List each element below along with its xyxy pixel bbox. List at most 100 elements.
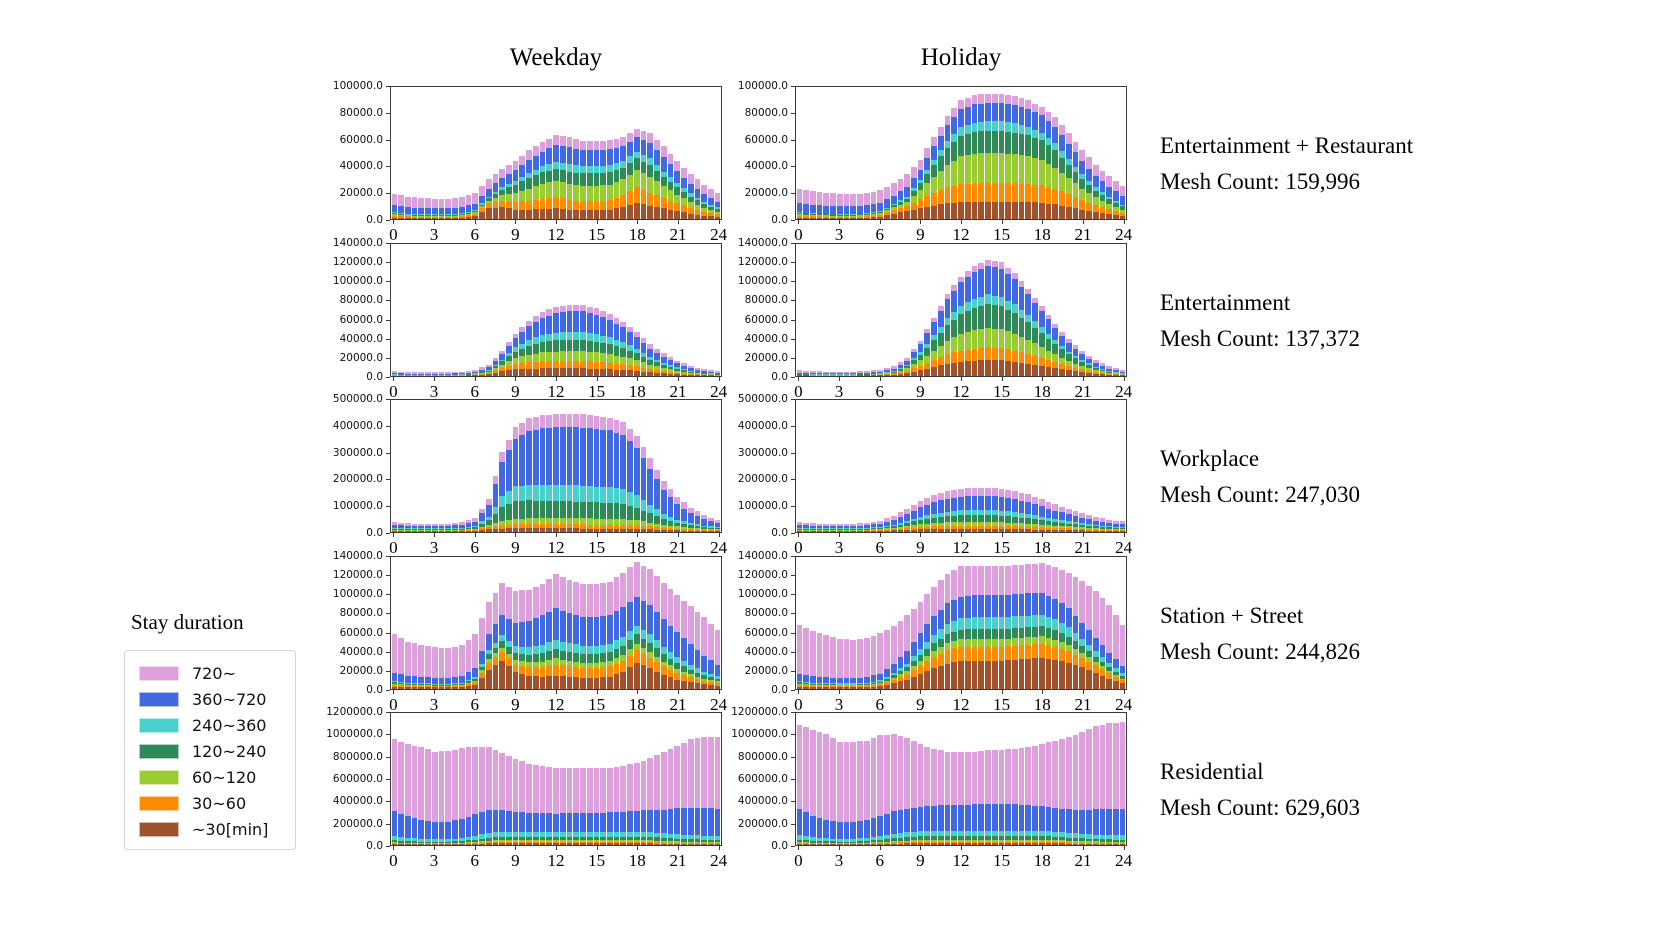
bar-segment xyxy=(917,351,924,355)
y-tick-mark xyxy=(791,193,795,195)
bar-segment xyxy=(1045,658,1052,689)
bar-segment xyxy=(458,748,465,819)
bar-segment xyxy=(465,639,472,672)
x-tick-mark xyxy=(798,377,800,381)
bar-segment xyxy=(411,197,418,208)
stacked-bar xyxy=(850,87,857,219)
bar-segment xyxy=(897,736,904,810)
bar-segment xyxy=(1032,593,1038,616)
bar-segment xyxy=(917,344,924,352)
bar-segment xyxy=(573,767,580,814)
bar-segment xyxy=(593,314,600,335)
stacked-bar xyxy=(546,557,553,689)
y-tick-label: 40000.0 xyxy=(744,332,788,345)
bar-segment xyxy=(1119,625,1126,666)
x-tick-label: 12 xyxy=(547,382,565,401)
bar-segment xyxy=(687,677,694,683)
y-tick-label: 300000.0 xyxy=(737,446,788,459)
bar-segment xyxy=(479,841,485,843)
bar-segment xyxy=(485,208,492,219)
stacked-bar xyxy=(640,87,647,219)
bar-segment xyxy=(633,525,640,529)
stacked-bar xyxy=(1099,244,1106,376)
bar-segment xyxy=(445,214,452,216)
bar-segment xyxy=(1018,513,1025,518)
bar-segment xyxy=(971,528,978,532)
bar-segment xyxy=(1052,529,1059,532)
x-tick-label: 3 xyxy=(429,695,439,714)
bar-segment xyxy=(708,375,714,376)
bar-segment xyxy=(857,193,863,206)
stacked-bar xyxy=(600,400,606,532)
bar-segment xyxy=(452,216,458,218)
bar-segment xyxy=(418,686,425,688)
bar-segment xyxy=(998,360,1005,376)
y-tick-mark xyxy=(791,166,795,168)
stacked-bar xyxy=(1045,87,1052,219)
bar-segment xyxy=(1106,808,1113,836)
x-tick-mark xyxy=(596,533,598,537)
bar-segment xyxy=(964,183,971,202)
bar-segment xyxy=(431,685,438,687)
category-name: Station + Street xyxy=(1160,603,1304,628)
bar-segment xyxy=(836,686,843,688)
bar-segment xyxy=(654,832,660,838)
stacked-bar xyxy=(391,400,398,532)
bar-segment xyxy=(398,674,404,682)
bar-segment xyxy=(600,335,606,344)
bar-segment xyxy=(1113,211,1119,216)
stacked-bar xyxy=(796,87,803,219)
bar-segment xyxy=(694,209,701,215)
bar-segment xyxy=(458,371,465,374)
bar-segment xyxy=(1092,637,1099,651)
stacked-bar xyxy=(991,244,998,376)
bar-segment xyxy=(499,187,505,190)
bar-segment xyxy=(472,211,479,213)
bar-segment xyxy=(809,687,816,689)
bar-segment xyxy=(640,630,647,639)
legend-label: 60~120 xyxy=(192,767,257,787)
bar-segment xyxy=(708,842,714,844)
bar-segment xyxy=(458,531,465,532)
bar-segment xyxy=(964,155,971,184)
bar-segment xyxy=(964,361,971,376)
bar-segment xyxy=(944,187,951,204)
bar-segment xyxy=(674,497,681,505)
bar-segment xyxy=(931,359,937,368)
bar-segment xyxy=(526,836,532,841)
bar-segment xyxy=(633,650,640,663)
bar-segment xyxy=(701,184,708,195)
bar-segment xyxy=(667,625,674,652)
x-tick-mark xyxy=(637,533,639,537)
bar-segment xyxy=(714,737,721,810)
bar-segment xyxy=(681,191,687,199)
bar-segment xyxy=(944,516,951,523)
bar-segment xyxy=(701,194,708,202)
bar-segment xyxy=(964,660,971,689)
bar-segment xyxy=(1065,178,1072,194)
bar-segment xyxy=(708,216,714,219)
bar-segment xyxy=(796,673,803,682)
bar-segment xyxy=(1072,511,1079,517)
bar-segment xyxy=(667,808,674,834)
bar-segment xyxy=(924,839,931,842)
bar-segment xyxy=(809,204,816,214)
bar-segment xyxy=(465,816,472,838)
stacked-bar xyxy=(479,557,485,689)
stacked-bar xyxy=(971,244,978,376)
bar-segment xyxy=(863,214,870,216)
bar-segment xyxy=(931,650,937,657)
stacked-bar xyxy=(951,400,958,532)
bar-segment xyxy=(1113,674,1119,677)
stacked-bar xyxy=(465,400,472,532)
stacked-bar xyxy=(830,87,836,219)
y-tick-mark xyxy=(386,220,390,221)
bar-segment xyxy=(613,208,620,219)
bar-segment xyxy=(1119,676,1126,679)
bar-segment xyxy=(870,213,877,215)
bar-segment xyxy=(964,528,971,532)
bar-segment xyxy=(391,530,398,532)
bar-segment xyxy=(640,840,647,843)
bar-segment xyxy=(944,839,951,842)
bar-segment xyxy=(870,840,877,843)
